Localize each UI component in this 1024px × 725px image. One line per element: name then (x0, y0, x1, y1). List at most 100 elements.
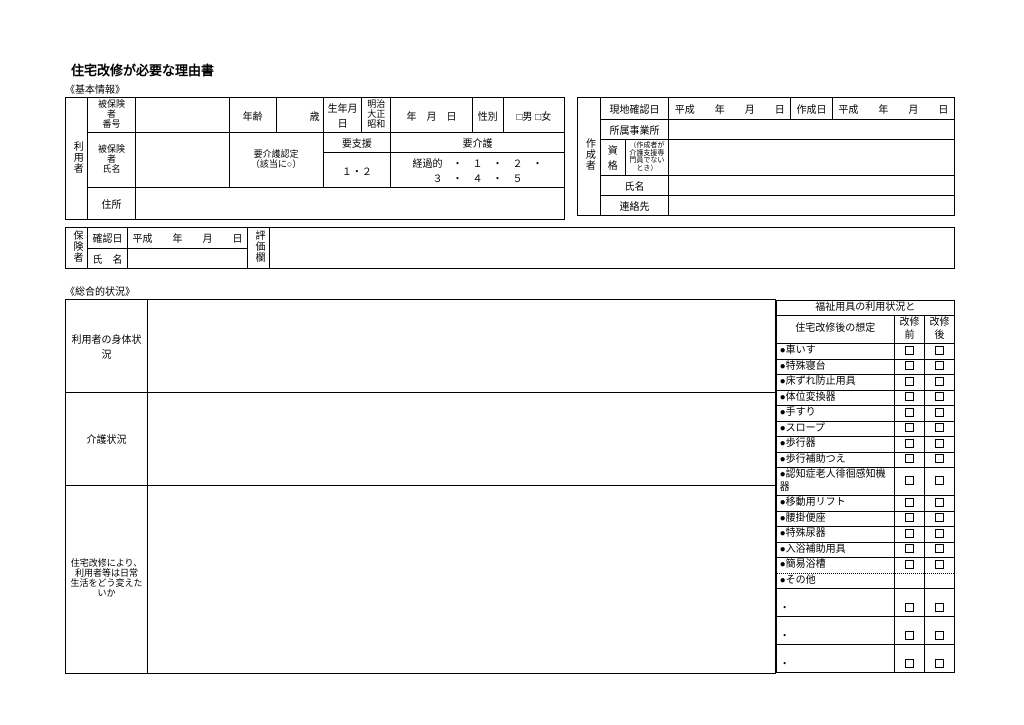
equip-item: ●認知症老人徘徊感知機器 (776, 468, 894, 496)
checkbox-after[interactable] (925, 589, 955, 617)
confirm-date-field[interactable]: 平成 年 月 日 (128, 228, 248, 249)
checkbox-after[interactable] (925, 558, 955, 574)
equip-item: ●体位変換器 (776, 390, 894, 406)
equip-table: 福祉用具の利用状況と 住宅改修後の想定 改修前 改修後 ●車いす ●特殊寝台 ●… (776, 300, 955, 674)
equip-blank[interactable]: ・ (776, 645, 894, 673)
eval-field[interactable] (270, 228, 955, 269)
gen-row3-field[interactable] (147, 485, 775, 673)
user-group-label: 利用者 (69, 141, 84, 174)
doc-title: 住宅改修が必要な理由書 (71, 60, 959, 79)
checkbox-before[interactable] (895, 558, 925, 574)
checkbox-before[interactable] (895, 390, 925, 406)
checkbox-after[interactable] (925, 617, 955, 645)
equip-item: ●手すり (776, 406, 894, 422)
checkbox-after[interactable] (925, 375, 955, 391)
checkbox-before[interactable] (895, 359, 925, 375)
checkbox-after[interactable] (925, 406, 955, 422)
checkbox-before[interactable] (895, 452, 925, 468)
equip-header2: 住宅改修後の想定 (776, 316, 894, 344)
checkbox-before[interactable] (895, 496, 925, 512)
contact-label: 連絡先 (600, 195, 668, 215)
gen-row1-label: 利用者の身体状況 (66, 300, 148, 393)
checkbox-before[interactable] (895, 437, 925, 453)
checkbox-before[interactable] (895, 406, 925, 422)
checkbox-after[interactable] (925, 496, 955, 512)
col-after: 改修後 (925, 316, 955, 344)
equip-other-label: ●その他 (776, 573, 894, 589)
gen-row2-label: 介護状況 (66, 392, 148, 485)
general-table: 利用者の身体状況 福祉用具の利用状況と 住宅改修後の想定 改修前 改修後 ●車い… (65, 299, 955, 674)
checkbox-after[interactable] (925, 344, 955, 360)
checkbox-after[interactable] (925, 468, 955, 496)
basic-info-row: 利用者 被保険者番号 年齢 歳 生年月日 明治大正昭和 年 月 日 性別 □男 … (65, 97, 959, 220)
eval-label: 評価欄 (251, 230, 266, 263)
gen-row1-field[interactable] (147, 300, 775, 393)
qual-field[interactable] (669, 140, 955, 176)
equip-item: ●移動用リフト (776, 496, 894, 512)
sex-field[interactable]: □男 □女 (503, 98, 564, 133)
address-label: 住所 (88, 188, 135, 220)
age-label: 年齢 (229, 98, 276, 133)
cert-label: 要介護認定（該当に○） (229, 133, 323, 188)
create-date-label: 作成日 (791, 98, 832, 120)
checkbox-after[interactable] (925, 527, 955, 543)
equip-item: ●特殊寝台 (776, 359, 894, 375)
checkbox-after[interactable] (925, 452, 955, 468)
author-group-label: 作成者 (581, 138, 596, 171)
checkbox-before[interactable] (895, 468, 925, 496)
col-before: 改修前 (895, 316, 925, 344)
user-table: 利用者 被保険者番号 年齢 歳 生年月日 明治大正昭和 年 月 日 性別 □男 … (65, 97, 565, 220)
equip-item: ●腰掛便座 (776, 511, 894, 527)
checkbox-before[interactable] (895, 645, 925, 673)
equip-item: ●床ずれ防止用具 (776, 375, 894, 391)
site-date-label: 現地確認日 (600, 98, 668, 120)
equip-item: ●特殊尿器 (776, 527, 894, 543)
contact-field[interactable] (669, 195, 955, 215)
checkbox-before[interactable] (895, 375, 925, 391)
checkbox-after[interactable] (925, 511, 955, 527)
checkbox-after[interactable] (925, 421, 955, 437)
equip-blank[interactable]: ・ (776, 617, 894, 645)
insured-name-field[interactable] (135, 133, 229, 188)
cert-12-cell[interactable]: １・２ (323, 153, 390, 188)
insured-no-field[interactable] (135, 98, 229, 133)
equip-item: ●歩行補助つえ (776, 452, 894, 468)
section-basic-label: 《基本情報》 (65, 81, 959, 96)
insurer-name-label: 氏 名 (88, 248, 128, 269)
insurer-name-field[interactable] (128, 248, 248, 269)
checkbox-before[interactable] (895, 527, 925, 543)
need-care-cell[interactable]: 要介護 (391, 133, 565, 153)
gen-row2-field[interactable] (147, 392, 775, 485)
dob-field[interactable]: 年 月 日 (391, 98, 473, 133)
checkbox-before[interactable] (895, 589, 925, 617)
author-name-field[interactable] (669, 175, 955, 195)
checkbox-before[interactable] (895, 344, 925, 360)
equip-item: ●簡易浴槽 (776, 558, 894, 574)
checkbox-after[interactable] (925, 645, 955, 673)
equip-item: ●歩行器 (776, 437, 894, 453)
checkbox-before[interactable] (895, 617, 925, 645)
checkbox-after[interactable] (925, 542, 955, 558)
checkbox-after[interactable] (925, 359, 955, 375)
office-field[interactable] (669, 120, 955, 140)
checkbox-before[interactable] (895, 421, 925, 437)
checkbox-before[interactable] (895, 542, 925, 558)
site-date-field[interactable]: 平成 年 月 日 (669, 98, 791, 120)
equip-blank[interactable]: ・ (776, 589, 894, 617)
qual-label: 資格 (600, 140, 625, 176)
create-date-field[interactable]: 平成 年 月 日 (832, 98, 954, 120)
gen-row3-label: 住宅改修により、利用者等は日常生活をどう変えたいか (66, 485, 148, 673)
need-support-cell[interactable]: 要支援 (323, 133, 390, 153)
era-options[interactable]: 明治大正昭和 (362, 98, 391, 133)
qual-note: （作成者が介護支援専門員でないとき） (625, 140, 669, 176)
sex-label: 性別 (472, 98, 503, 133)
checkbox-before[interactable] (895, 511, 925, 527)
checkbox-after[interactable] (925, 390, 955, 406)
address-field[interactable] (135, 188, 564, 220)
author-name-label: 氏名 (600, 175, 668, 195)
checkbox-after[interactable] (925, 437, 955, 453)
cert-levels-cell[interactable]: 経過的 ・ １ ・ ２ ・ ３ ・ ４ ・ ５ (391, 153, 565, 188)
confirm-date-label: 確認日 (88, 228, 128, 249)
age-field[interactable]: 歳 (276, 98, 323, 133)
section-general-label: 《総合的状況》 (65, 283, 959, 298)
